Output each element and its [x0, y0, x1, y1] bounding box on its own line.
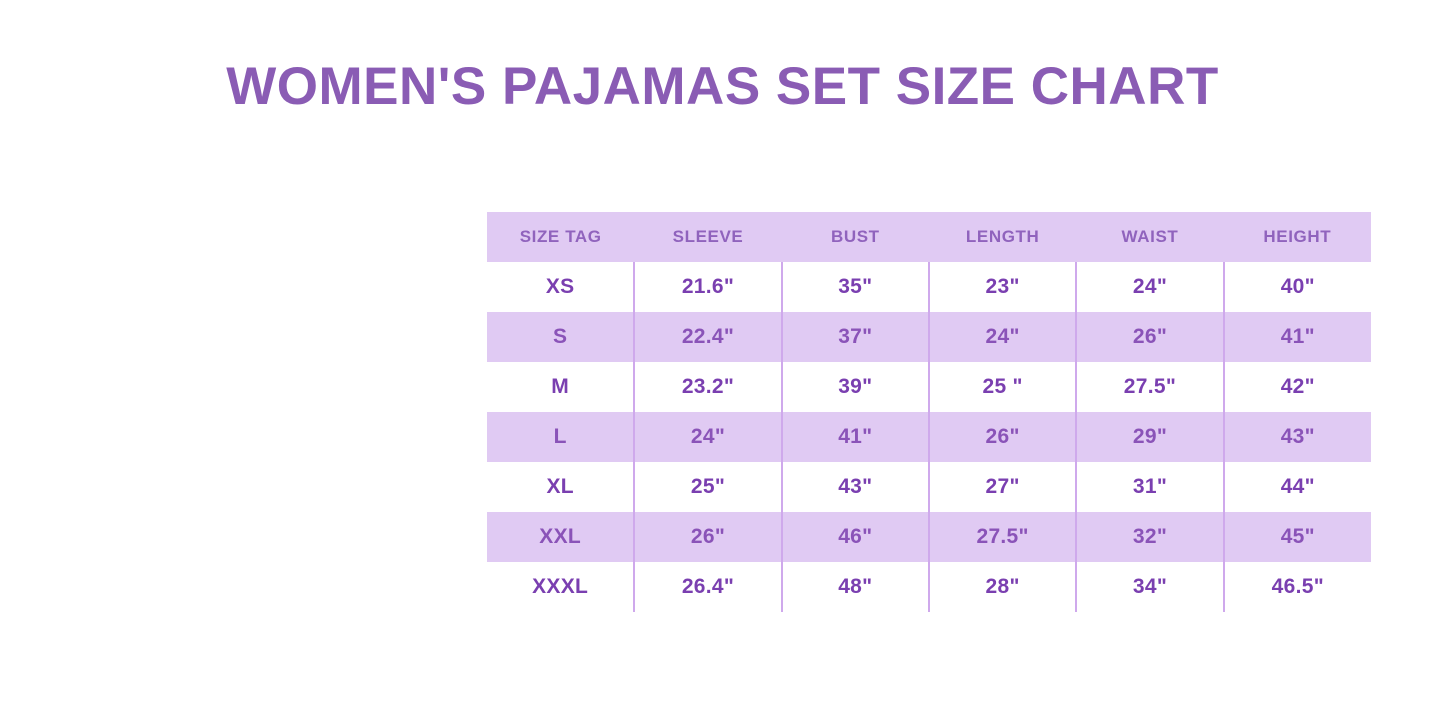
cell-sleeve: 23.2" — [633, 362, 782, 412]
cell-size-tag: S — [487, 312, 635, 362]
cell-height: 44" — [1222, 462, 1371, 512]
cell-length: 24" — [927, 312, 1077, 362]
cell-bust: 39" — [780, 362, 929, 412]
cell-height: 41" — [1222, 312, 1371, 362]
size-chart-table-container: SIZE TAG SLEEVE BUST LENGTH WAIST HEIGHT… — [487, 212, 1371, 612]
cell-length: 27" — [927, 462, 1077, 512]
cell-size-tag: XL — [487, 462, 635, 512]
cell-length: 23" — [927, 262, 1077, 312]
table-row: XXXL 26.4" 48" 28" 34" 46.5" — [487, 562, 1371, 612]
cell-bust: 48" — [780, 562, 929, 612]
cell-height: 46.5" — [1222, 562, 1371, 612]
cell-bust: 43" — [780, 462, 929, 512]
cell-waist: 31" — [1075, 462, 1224, 512]
size-chart-table: SIZE TAG SLEEVE BUST LENGTH WAIST HEIGHT… — [487, 212, 1371, 612]
cell-size-tag: XXL — [487, 512, 635, 562]
table-row: M 23.2" 39" 25 " 27.5" 42" — [487, 362, 1371, 412]
column-header-size-tag: SIZE TAG — [487, 212, 635, 262]
cell-bust: 35" — [780, 262, 929, 312]
column-header-length: LENGTH — [928, 212, 1077, 262]
table-header: SIZE TAG SLEEVE BUST LENGTH WAIST HEIGHT — [487, 212, 1371, 262]
cell-size-tag: M — [487, 362, 635, 412]
column-header-height: HEIGHT — [1223, 212, 1371, 262]
cell-height: 43" — [1222, 412, 1371, 462]
cell-sleeve: 25" — [633, 462, 782, 512]
cell-waist: 24" — [1075, 262, 1224, 312]
table-body: XS 21.6" 35" 23" 24" 40" S 22.4" 37" 24"… — [487, 262, 1371, 612]
cell-size-tag: XXXL — [487, 562, 635, 612]
table-row: XXL 26" 46" 27.5" 32" 45" — [487, 512, 1371, 562]
cell-sleeve: 22.4" — [633, 312, 782, 362]
table-row: L 24" 41" 26" 29" 43" — [487, 412, 1371, 462]
cell-length: 27.5" — [927, 512, 1077, 562]
column-header-sleeve: SLEEVE — [634, 212, 782, 262]
cell-sleeve: 24" — [633, 412, 782, 462]
table-row: S 22.4" 37" 24" 26" 41" — [487, 312, 1371, 362]
cell-waist: 32" — [1075, 512, 1224, 562]
table-row: XL 25" 43" 27" 31" 44" — [487, 462, 1371, 512]
table-header-row: SIZE TAG SLEEVE BUST LENGTH WAIST HEIGHT — [487, 212, 1371, 262]
page-title: WOMEN'S PAJAMAS SET SIZE CHART — [226, 57, 1219, 116]
cell-waist: 26" — [1075, 312, 1224, 362]
table-row: XS 21.6" 35" 23" 24" 40" — [487, 262, 1371, 312]
cell-waist: 34" — [1075, 562, 1224, 612]
cell-length: 25 " — [927, 362, 1077, 412]
cell-length: 28" — [927, 562, 1077, 612]
cell-bust: 41" — [780, 412, 929, 462]
cell-sleeve: 26" — [633, 512, 782, 562]
cell-waist: 29" — [1075, 412, 1224, 462]
cell-height: 45" — [1222, 512, 1371, 562]
cell-sleeve: 21.6" — [633, 262, 782, 312]
cell-size-tag: XS — [487, 262, 635, 312]
cell-waist: 27.5" — [1075, 362, 1224, 412]
cell-height: 42" — [1222, 362, 1371, 412]
cell-length: 26" — [927, 412, 1077, 462]
cell-bust: 46" — [780, 512, 929, 562]
cell-height: 40" — [1222, 262, 1371, 312]
cell-sleeve: 26.4" — [633, 562, 782, 612]
column-header-waist: WAIST — [1076, 212, 1224, 262]
cell-size-tag: L — [487, 412, 635, 462]
column-header-bust: BUST — [781, 212, 929, 262]
cell-bust: 37" — [780, 312, 929, 362]
